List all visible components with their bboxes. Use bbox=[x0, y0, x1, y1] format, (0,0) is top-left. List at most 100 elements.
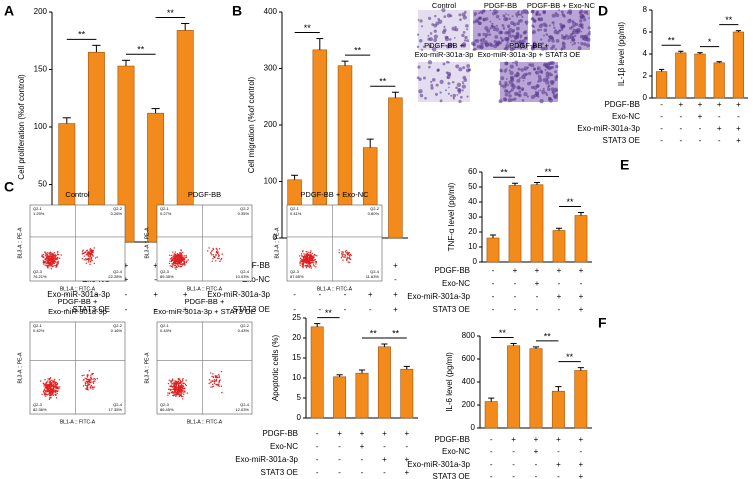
condition-sign: - bbox=[490, 460, 493, 469]
flow-dot bbox=[56, 261, 58, 263]
condition-label: Exo-miR-301a-3p bbox=[47, 290, 110, 299]
flow-dot bbox=[216, 376, 218, 379]
quadrant-name: Q2-3 bbox=[33, 402, 43, 407]
micrograph-texture bbox=[418, 89, 423, 94]
condition-label: Exo-NC bbox=[442, 279, 470, 288]
micrograph-texture bbox=[551, 44, 556, 48]
flow-dot bbox=[300, 253, 303, 255]
flow-dot bbox=[89, 263, 91, 266]
condition-label: Exo-NC bbox=[270, 442, 298, 451]
flow-dot bbox=[44, 258, 47, 260]
micrograph-texture bbox=[417, 65, 421, 69]
micrograph-texture bbox=[464, 39, 467, 42]
flow-dot bbox=[52, 265, 54, 267]
micrograph-texture bbox=[539, 89, 542, 92]
flow-dot bbox=[86, 253, 89, 255]
flow-dot bbox=[53, 386, 55, 388]
condition-sign: - bbox=[490, 447, 493, 456]
micrograph-texture bbox=[462, 31, 466, 34]
condition-sign: + bbox=[557, 292, 562, 301]
micrograph-texture bbox=[520, 68, 524, 72]
flow-dot bbox=[52, 392, 54, 394]
flow-dot bbox=[52, 394, 54, 397]
flow-dot bbox=[57, 260, 60, 263]
micrograph-texture bbox=[421, 25, 424, 28]
micrograph-texture bbox=[519, 36, 522, 39]
flow-dot bbox=[177, 393, 179, 396]
flow-dot bbox=[92, 254, 94, 257]
flow-dot bbox=[91, 386, 94, 388]
condition-sign: + bbox=[153, 261, 158, 270]
flow-dot bbox=[212, 380, 214, 382]
flow-dot bbox=[183, 260, 186, 263]
flow-dot bbox=[217, 254, 220, 256]
micrograph-texture bbox=[541, 42, 544, 45]
y-tick-label: 200 bbox=[34, 7, 48, 16]
flow-dot bbox=[315, 261, 317, 264]
flow-dot bbox=[182, 395, 184, 398]
flow-dot bbox=[342, 259, 344, 261]
flow-dot bbox=[218, 373, 220, 376]
micrograph-texture bbox=[482, 32, 486, 36]
micrograph-texture bbox=[475, 20, 477, 23]
flow-dot bbox=[167, 388, 170, 391]
quadrant-name: Q2-4 bbox=[370, 269, 380, 274]
flow-dot bbox=[88, 255, 90, 257]
flow-dot bbox=[341, 254, 343, 256]
flow-dot bbox=[207, 250, 209, 252]
micrograph-texture bbox=[505, 17, 509, 21]
micrograph-texture bbox=[455, 86, 458, 90]
flow-dot bbox=[46, 387, 49, 389]
micrograph-texture bbox=[539, 99, 544, 104]
flow-dot bbox=[170, 385, 173, 387]
quadrant-percent: 0.43% bbox=[238, 328, 250, 333]
micrograph-texture bbox=[519, 34, 523, 38]
flow-dot bbox=[300, 258, 303, 260]
flow-dot bbox=[349, 258, 352, 261]
condition-sign: - bbox=[316, 455, 319, 464]
micrograph-texture bbox=[509, 70, 514, 76]
micrograph-texture bbox=[521, 10, 525, 14]
flow-dot bbox=[50, 396, 52, 399]
flow-dot bbox=[49, 388, 51, 390]
micrograph-texture bbox=[499, 30, 503, 34]
flow-dot bbox=[182, 384, 184, 387]
condition-label: Exo-miR-301a-3p bbox=[407, 292, 470, 301]
flow-dot bbox=[348, 252, 351, 254]
micrograph-texture bbox=[516, 40, 520, 45]
flow-dot bbox=[43, 389, 45, 391]
condition-sign: - bbox=[95, 305, 98, 314]
micrograph-texture bbox=[539, 38, 543, 41]
flow-dot bbox=[86, 387, 89, 389]
quadrant-name: Q2-1 bbox=[160, 323, 170, 328]
flow-dot bbox=[180, 386, 182, 389]
flow-dot bbox=[49, 262, 51, 264]
flow-dot bbox=[179, 263, 181, 266]
condition-sign: - bbox=[316, 442, 319, 451]
flow-dot bbox=[301, 265, 304, 267]
micrograph-texture bbox=[524, 73, 527, 76]
condition-sign: - bbox=[338, 455, 341, 464]
micrograph-texture bbox=[466, 95, 469, 98]
flow-dot bbox=[180, 252, 182, 254]
micrograph-texture bbox=[489, 27, 492, 30]
flow-dot bbox=[349, 256, 351, 258]
micrograph-texture bbox=[570, 41, 572, 44]
micrograph-texture bbox=[437, 68, 440, 72]
condition-sign: - bbox=[492, 279, 495, 288]
flow-dot bbox=[178, 252, 181, 254]
flow-dot bbox=[168, 392, 171, 394]
condition-sign: - bbox=[660, 136, 663, 145]
micrograph-texture bbox=[515, 42, 517, 45]
micrograph-texture bbox=[511, 34, 515, 38]
micrograph-texture bbox=[447, 92, 450, 95]
micrograph-texture bbox=[456, 82, 462, 87]
bar bbox=[552, 230, 566, 263]
micrograph-texture bbox=[448, 42, 453, 47]
micrograph-texture bbox=[569, 11, 572, 15]
micrograph-texture bbox=[580, 30, 583, 33]
condition-sign: - bbox=[660, 112, 663, 121]
condition-sign: - bbox=[490, 435, 493, 444]
micrograph-texture bbox=[459, 18, 462, 22]
flow-dot bbox=[88, 251, 90, 253]
